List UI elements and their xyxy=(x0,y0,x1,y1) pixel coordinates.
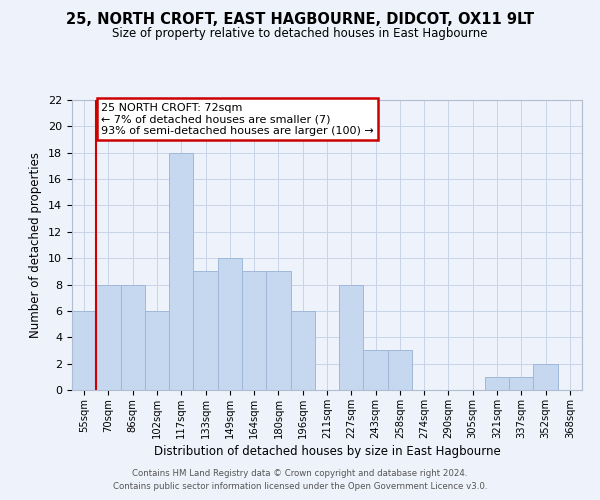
Bar xyxy=(388,350,412,390)
Bar xyxy=(145,311,169,390)
Bar xyxy=(509,377,533,390)
Bar xyxy=(169,152,193,390)
Bar xyxy=(121,284,145,390)
Bar xyxy=(485,377,509,390)
Bar xyxy=(266,272,290,390)
Bar xyxy=(290,311,315,390)
Text: 25 NORTH CROFT: 72sqm
← 7% of detached houses are smaller (7)
93% of semi-detach: 25 NORTH CROFT: 72sqm ← 7% of detached h… xyxy=(101,102,374,136)
Text: Contains HM Land Registry data © Crown copyright and database right 2024.: Contains HM Land Registry data © Crown c… xyxy=(132,468,468,477)
Bar xyxy=(193,272,218,390)
Bar xyxy=(218,258,242,390)
Bar xyxy=(533,364,558,390)
Bar xyxy=(242,272,266,390)
Bar xyxy=(364,350,388,390)
Text: 25, NORTH CROFT, EAST HAGBOURNE, DIDCOT, OX11 9LT: 25, NORTH CROFT, EAST HAGBOURNE, DIDCOT,… xyxy=(66,12,534,28)
Bar xyxy=(339,284,364,390)
X-axis label: Distribution of detached houses by size in East Hagbourne: Distribution of detached houses by size … xyxy=(154,445,500,458)
Text: Contains public sector information licensed under the Open Government Licence v3: Contains public sector information licen… xyxy=(113,482,487,491)
Text: Size of property relative to detached houses in East Hagbourne: Size of property relative to detached ho… xyxy=(112,28,488,40)
Bar xyxy=(72,311,96,390)
Bar xyxy=(96,284,121,390)
Y-axis label: Number of detached properties: Number of detached properties xyxy=(29,152,43,338)
